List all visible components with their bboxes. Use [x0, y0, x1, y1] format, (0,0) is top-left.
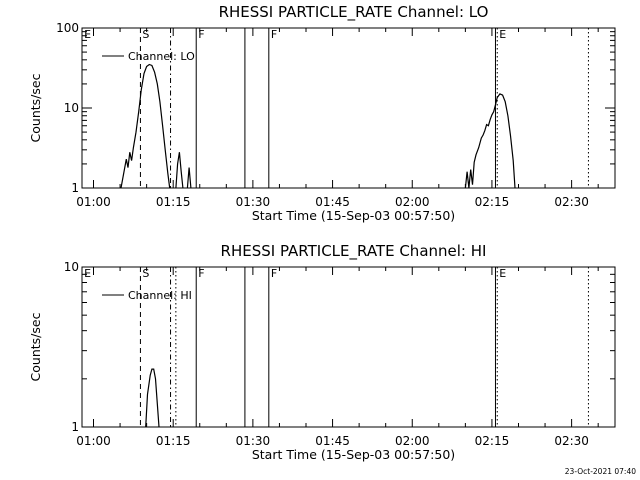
legend-label: Channel: LO [128, 50, 195, 63]
x-axis-label: Start Time (15-Sep-03 00:57:50) [252, 447, 455, 462]
chart-lo-channel: RHESSI PARTICLE_RATE Channel: LO 1 10 100 01… [28, 3, 616, 223]
x-tick-label: 02:00 [395, 195, 430, 209]
chart-title: RHESSI PARTICLE_RATE Channel: LO [219, 3, 489, 22]
generation-timestamp: 23-Oct-2021 07:40 [565, 467, 636, 476]
x-tick-label: 02:30 [554, 434, 589, 448]
series-line [120, 63, 171, 189]
event-flag-label: F [198, 28, 204, 41]
x-tick-label: 01:15 [156, 195, 191, 209]
event-flag-label: F [198, 267, 204, 280]
x-tick-label: 01:30 [236, 195, 271, 209]
event-flag-label: E [84, 28, 91, 41]
x-tick-label: 02:00 [395, 434, 430, 448]
x-tick-label: 01:00 [76, 434, 111, 448]
series-line [186, 167, 192, 189]
event-flag-label: F [271, 28, 277, 41]
x-tick-label: 01:45 [315, 434, 350, 448]
series-line [175, 152, 184, 189]
x-tick-label: 02:15 [475, 434, 510, 448]
x-tick-label: 01:45 [315, 195, 350, 209]
chart-hi-channel: RHESSI PARTICLE_RATE Channel: HI 1 10 01:00… [28, 242, 616, 462]
y-axis-label: Counts/sec [28, 73, 43, 142]
y-tick-label: 10 [64, 260, 79, 274]
x-tick-label: 02:30 [554, 195, 589, 209]
x-tick-label: 01:00 [76, 195, 111, 209]
y-axis-label: Counts/sec [28, 312, 43, 381]
y-tick-label: 1 [71, 181, 79, 195]
x-tick-label: 01:30 [236, 434, 271, 448]
event-flag-label: S [142, 267, 149, 280]
legend-label: Channel: HI [128, 289, 192, 302]
x-axis-label: Start Time (15-Sep-03 00:57:50) [252, 208, 455, 223]
event-flag-label: S [142, 28, 149, 41]
event-flag-label: E [499, 28, 506, 41]
chart-title: RHESSI PARTICLE_RATE Channel: HI [221, 242, 487, 261]
y-tick-label: 100 [56, 21, 79, 35]
y-tick-label: 1 [71, 420, 79, 434]
event-flag-label: E [499, 267, 506, 280]
series-line [145, 368, 160, 428]
event-flag-label: F [271, 267, 277, 280]
plot-frame [81, 266, 616, 428]
x-tick-label: 02:15 [475, 195, 510, 209]
event-flag-label: E [84, 267, 91, 280]
series-line [464, 93, 516, 189]
y-tick-label: 10 [64, 101, 79, 115]
x-tick-label: 01:15 [156, 434, 191, 448]
